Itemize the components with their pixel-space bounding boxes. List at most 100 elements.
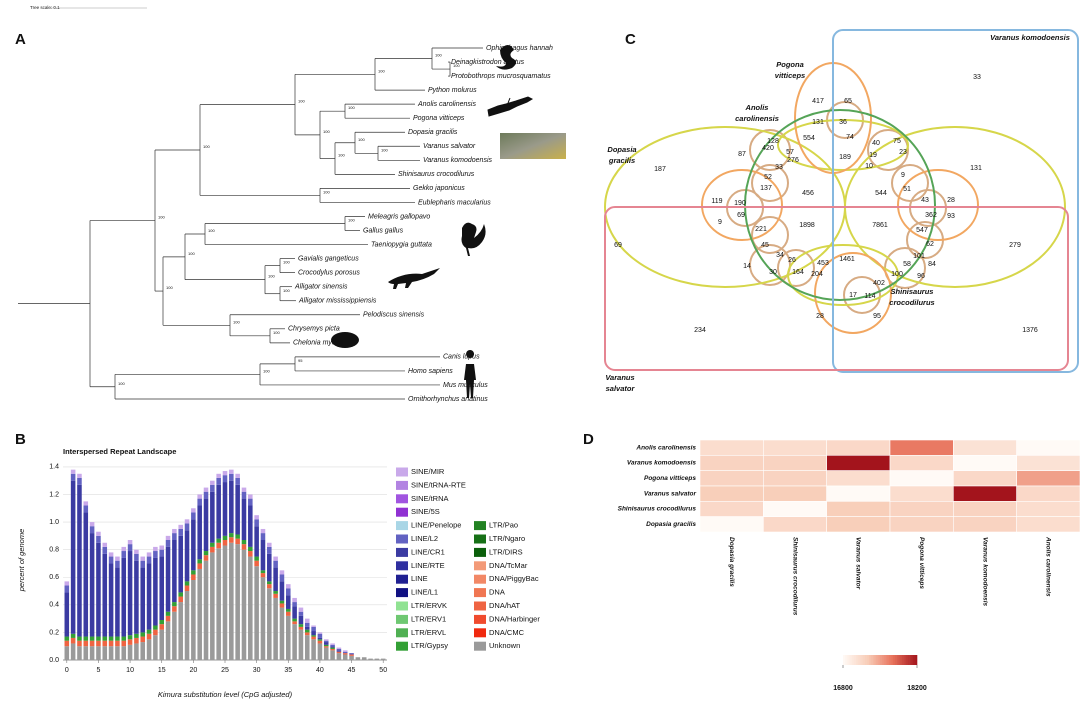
- legend-swatch: [396, 588, 408, 598]
- colorbar-step: [850, 655, 853, 665]
- venn-count: 28: [947, 197, 955, 204]
- colorbar-step: [904, 655, 907, 665]
- heatmap-cell: [763, 455, 827, 471]
- bar-segment: [235, 538, 240, 545]
- venn-count: 36: [839, 119, 847, 126]
- bar-segment: [64, 592, 70, 637]
- legend-swatch: [396, 494, 408, 504]
- venn-count: 33: [973, 74, 981, 81]
- venn-shape: [814, 252, 892, 334]
- column-label: Shinisaurus crocodilurus: [791, 537, 798, 616]
- legend-swatch: [396, 561, 408, 571]
- y-tick-label: 0.6: [49, 574, 59, 581]
- venn-count: 420: [762, 145, 774, 152]
- bar-segment: [127, 544, 133, 552]
- legend-swatch: [474, 628, 486, 638]
- bar-segment: [89, 636, 95, 641]
- colorbar-step: [852, 655, 855, 665]
- legend-swatch: [474, 561, 486, 571]
- colorbar-step: [911, 655, 914, 665]
- bar-segment: [241, 498, 247, 540]
- legend-swatch: [396, 467, 408, 477]
- colorbar-step: [881, 655, 884, 665]
- colorbar-step: [891, 655, 894, 665]
- bar-segment: [89, 522, 95, 527]
- bar-segment: [235, 484, 240, 535]
- venn-count: 128: [767, 138, 779, 145]
- panel-label: A: [15, 31, 26, 48]
- venn-count: 119: [711, 198, 722, 205]
- bar-segment: [140, 556, 146, 561]
- bar-segment: [210, 552, 215, 660]
- venn-count: 279: [1009, 242, 1021, 249]
- bar-segment: [229, 480, 234, 534]
- legend-label: LTR/ERVL: [411, 628, 446, 637]
- venn-count: 19: [869, 152, 877, 159]
- venn-shape: [751, 216, 789, 254]
- bar-segment: [323, 644, 329, 647]
- panel-label: C: [625, 31, 636, 48]
- bar-segment: [260, 540, 266, 571]
- venn-set-label: Pogona: [776, 60, 804, 69]
- legend-swatch: [396, 480, 408, 490]
- support-label: 100: [348, 218, 355, 223]
- bar-segment: [153, 625, 158, 630]
- bar-segment: [102, 636, 108, 641]
- x-tick-label: 10: [126, 667, 134, 674]
- bar-segment: [184, 523, 190, 531]
- venn-count: 417: [812, 98, 824, 105]
- bar-segment: [286, 611, 291, 616]
- legend-swatch: [474, 521, 486, 531]
- venn-shape: [749, 129, 791, 171]
- taxon-label: Alligator mississippiensis: [298, 298, 377, 305]
- legend-label: LINE/L2: [411, 534, 438, 543]
- colorbar-step: [868, 655, 872, 665]
- venn-count: 9: [901, 172, 905, 179]
- x-tick-label: 45: [348, 667, 356, 674]
- bar-segment: [108, 556, 114, 564]
- support-label: 100: [273, 330, 280, 335]
- support-label: 100: [263, 368, 270, 373]
- colorbar-step: [889, 655, 892, 665]
- bar-segment: [368, 658, 373, 660]
- venn-count: 402: [873, 280, 885, 287]
- venn-count: 456: [802, 190, 814, 197]
- bar-segment: [134, 553, 139, 561]
- bar-segment: [108, 636, 114, 641]
- venn-count: 190: [734, 200, 746, 207]
- bar-segment: [146, 633, 152, 640]
- bar-segment: [317, 633, 323, 638]
- bar-segment: [216, 484, 221, 539]
- legend-swatch: [474, 534, 486, 544]
- y-tick-label: 0.8: [49, 546, 59, 553]
- venn-count: 45: [761, 242, 769, 249]
- bar-segment: [229, 533, 234, 538]
- venn-count: 1461: [839, 256, 855, 263]
- bar-segment: [292, 602, 297, 607]
- legend-swatch: [474, 614, 486, 624]
- venn-shape: [751, 164, 789, 202]
- bar-segment: [229, 542, 234, 660]
- heatmap-cell: [889, 455, 954, 471]
- venn-count: 7861: [872, 222, 888, 229]
- bar-segment: [134, 549, 139, 554]
- bar-segment: [83, 646, 89, 660]
- venn-count: 33: [775, 164, 783, 171]
- crocodile-icon: [388, 268, 440, 289]
- legend-label: LTR/Pao: [489, 521, 518, 530]
- heatmap-cell: [699, 485, 764, 502]
- legend-swatch: [396, 628, 408, 638]
- legend-label: LTR/DIRS: [489, 547, 523, 556]
- heatmap-cell: [889, 501, 954, 517]
- bar-segment: [210, 542, 215, 547]
- bar-segment: [115, 567, 120, 637]
- bar-segment: [108, 640, 114, 647]
- taxon-label: Gavialis gangeticus: [298, 255, 359, 262]
- bar-segment: [191, 512, 196, 520]
- bar-segment: [203, 487, 209, 492]
- bar-segment: [273, 591, 278, 594]
- photo: [500, 133, 566, 159]
- bar-segment: [172, 540, 177, 603]
- bar-segment: [184, 519, 190, 524]
- bar-segment: [260, 528, 266, 534]
